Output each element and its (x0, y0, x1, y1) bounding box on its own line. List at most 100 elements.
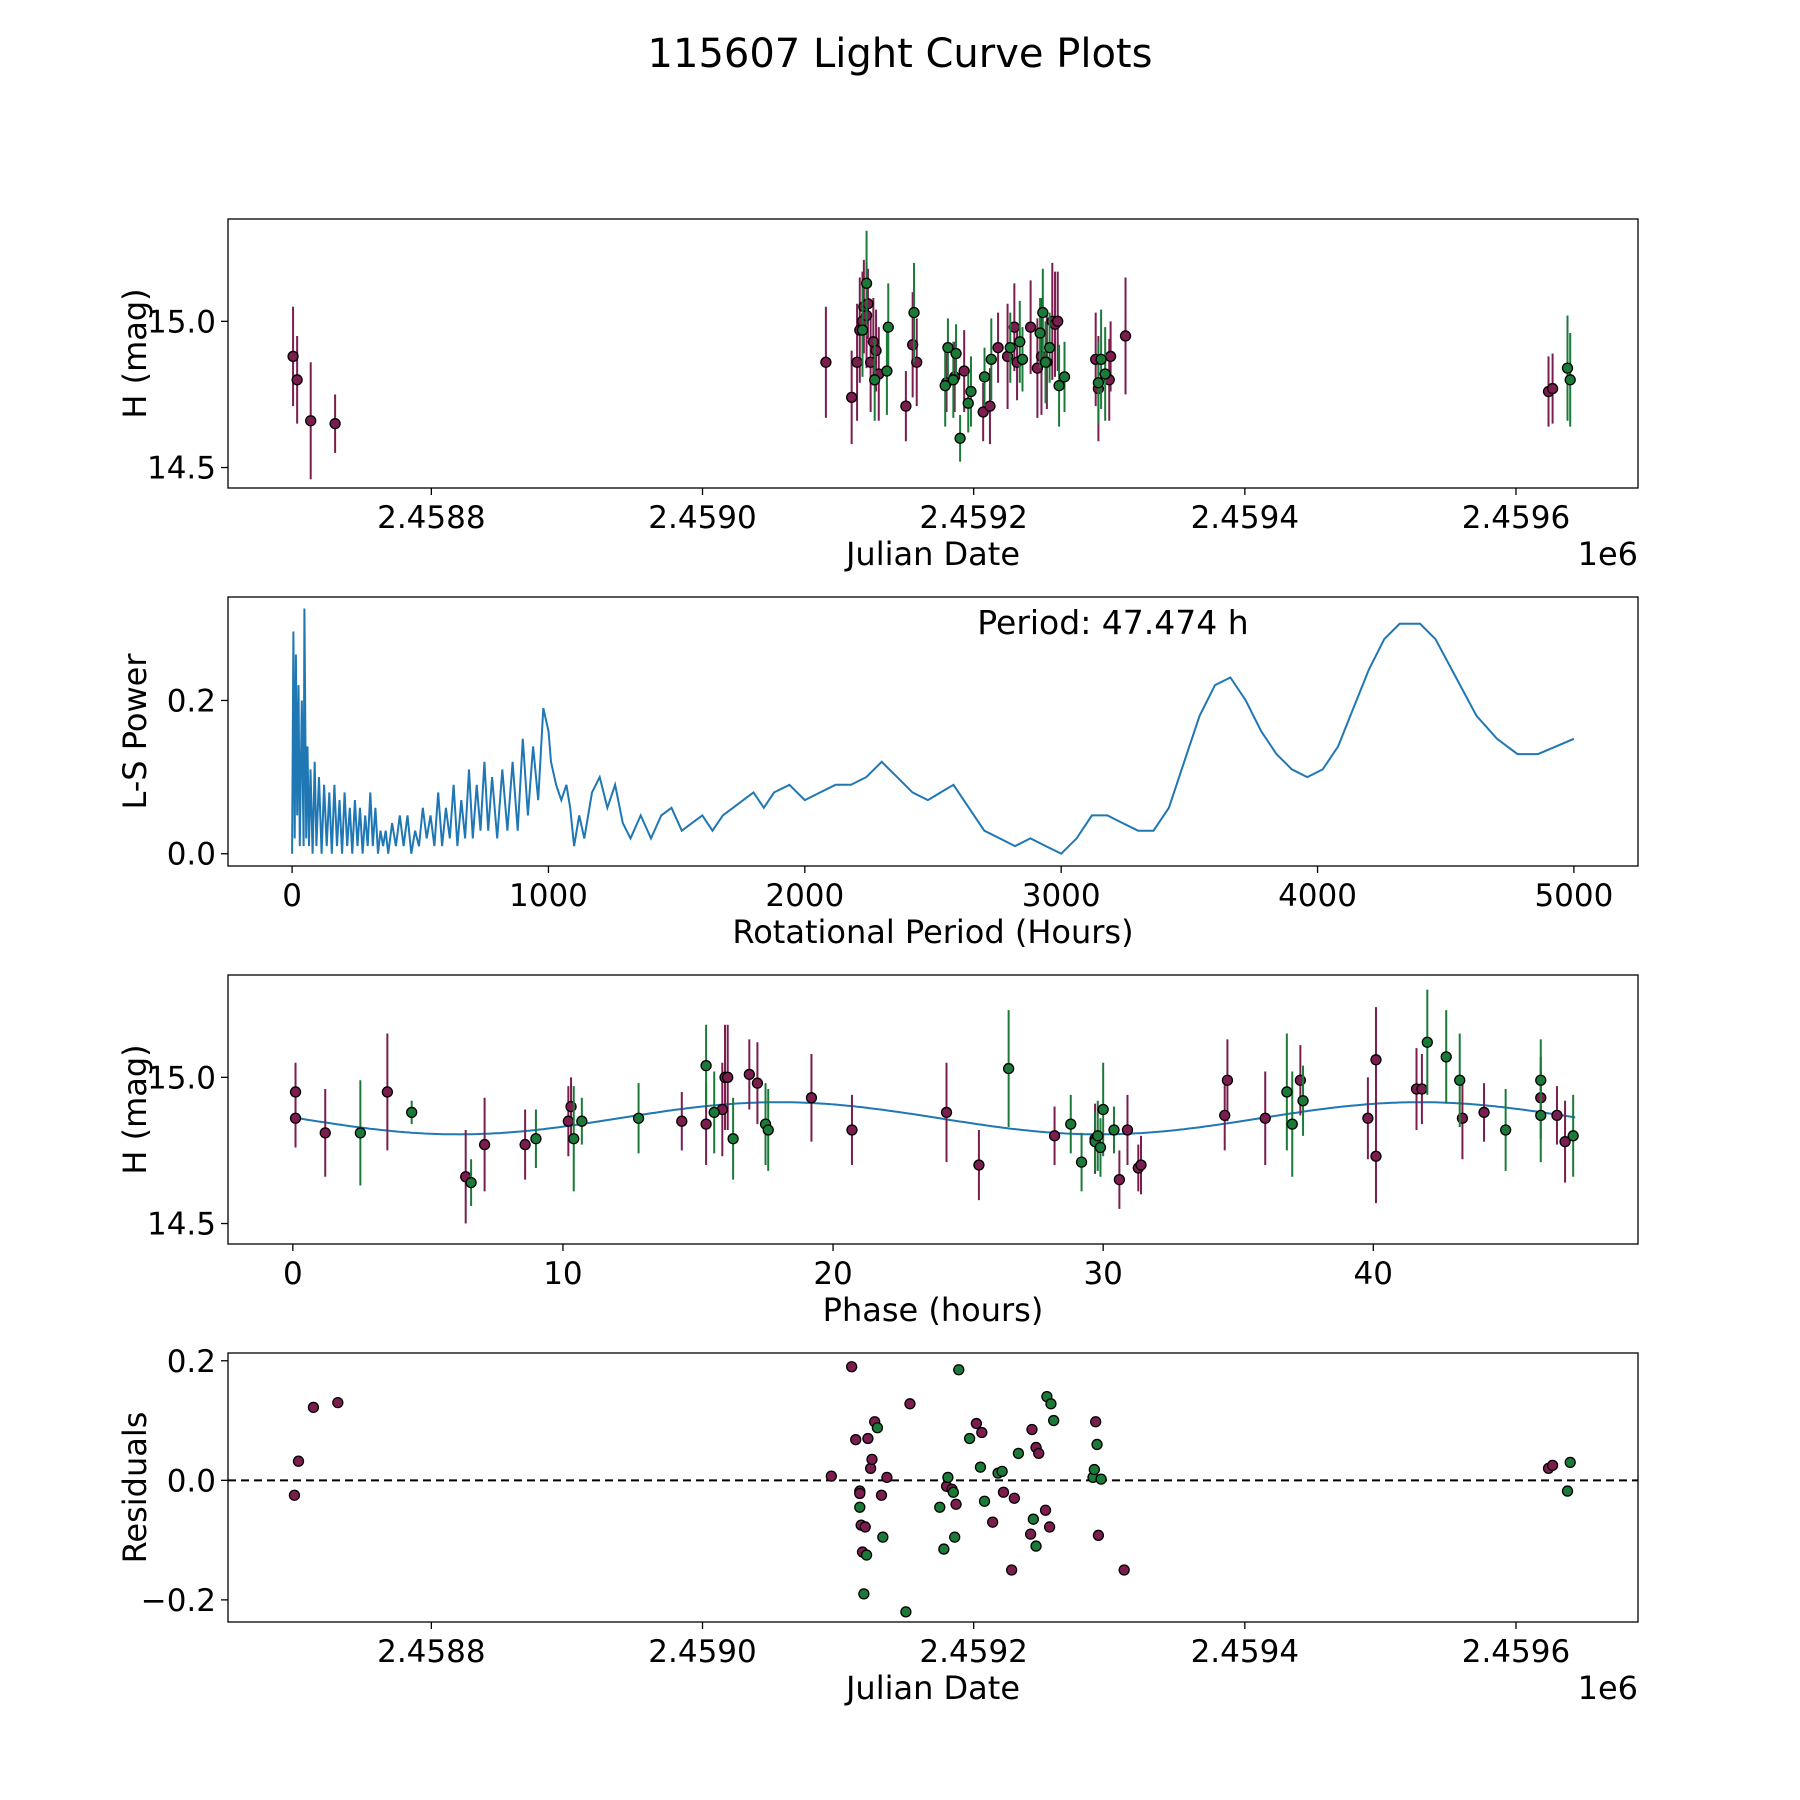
data-point-purple (846, 1361, 858, 1373)
data-point-green (1014, 336, 1026, 348)
data-point-green (1564, 374, 1576, 386)
data-point-green (1065, 1118, 1077, 1130)
period-annotation: Period: 47.474 h (977, 603, 1248, 642)
data-point-purple (319, 1127, 331, 1139)
x-tick-label: 2.4596 (1462, 500, 1570, 536)
data-point-purple (958, 365, 970, 377)
data-point-green (871, 1422, 884, 1434)
y-axis-label: H (mag) (116, 288, 154, 418)
data-point-purple (805, 1092, 818, 1104)
data-point-green (996, 1465, 1008, 1478)
data-point-green (1095, 353, 1107, 365)
data-point-purple (289, 1086, 302, 1098)
data-point-green (1092, 1130, 1104, 1142)
data-point-green (465, 1176, 477, 1189)
x-axis-label: Phase (hours) (823, 1291, 1044, 1329)
data-point-purple (875, 1489, 888, 1501)
data-point-purple (904, 1398, 916, 1410)
data-point-purple (976, 1426, 988, 1439)
data-point-purple (862, 1432, 874, 1445)
data-point-green (965, 385, 977, 398)
y-tick-label: 15.0 (147, 1060, 216, 1096)
data-point-green (700, 1059, 712, 1072)
data-point-green (1564, 1456, 1576, 1469)
x-tick-label: 30 (1083, 1256, 1122, 1292)
data-point-purple (289, 1112, 302, 1124)
model-fit-curve (292, 1101, 1576, 1136)
y-axis-label: H (mag) (116, 1044, 154, 1174)
data-point-purple (973, 1159, 985, 1171)
y-axis-label: L-S Power (116, 653, 154, 810)
data-point-green (1091, 1438, 1103, 1451)
y-tick-label: 0.0 (167, 837, 216, 873)
data-point-green (1454, 1074, 1466, 1086)
data-point-purple (307, 1401, 320, 1414)
x-axis-label: Julian Date (844, 535, 1020, 573)
data-point-purple (751, 1077, 764, 1089)
data-point-green (1037, 306, 1049, 319)
data-point-purple (700, 1118, 712, 1130)
data-point-green (576, 1115, 588, 1127)
data-point-purple (820, 356, 832, 368)
data-point-purple (1008, 1492, 1020, 1504)
data-point-green (974, 1461, 987, 1473)
plot-area (287, 230, 1576, 480)
data-point-purple (1546, 1459, 1559, 1472)
data-point-green (1048, 1414, 1060, 1427)
data-point-green (1030, 1540, 1042, 1552)
data-point-green (1286, 1118, 1298, 1130)
axes-frame (227, 1352, 1639, 1623)
data-point-green (963, 1432, 976, 1445)
data-point-green (727, 1133, 739, 1145)
data-point-green (908, 306, 920, 319)
data-point-purple (478, 1138, 491, 1151)
x-tick-label: 2.4592 (919, 1634, 1027, 1670)
data-point-green (762, 1124, 774, 1136)
data-point-green (1034, 327, 1046, 339)
panel-residuals: 2.4588 2.4590 2.4592 2.4594 2.4596 −0.2 0.0 0.2… (116, 1344, 1639, 1707)
x-axis-label: Rotational Period (Hours) (732, 913, 1133, 951)
data-point-green (1002, 1062, 1015, 1075)
data-point-green (869, 374, 881, 386)
data-point-green (950, 347, 962, 360)
data-point-purple (1551, 1109, 1563, 1121)
data-point-purple (1092, 1529, 1105, 1541)
data-point-green (1281, 1086, 1293, 1098)
data-point-purple (1024, 321, 1037, 333)
data-point-green (934, 1501, 946, 1513)
data-point-purple (329, 418, 341, 430)
x-tick-label: 3000 (1022, 878, 1101, 914)
data-point-purple (1478, 1106, 1490, 1119)
data-point-green (1535, 1109, 1547, 1121)
y-tick-label: 14.5 (147, 451, 216, 487)
data-point-purple (950, 1498, 962, 1510)
data-point-green (1016, 353, 1029, 365)
data-point-green (954, 432, 966, 444)
plot-area (291, 608, 1575, 855)
data-point-purple (562, 1115, 574, 1127)
data-point-green (856, 324, 869, 336)
plot-area (228, 1361, 1638, 1618)
data-point-purple (870, 344, 882, 357)
y-tick-label: 14.5 (147, 1207, 216, 1243)
data-point-green (1012, 1447, 1025, 1460)
data-point-green (860, 277, 873, 289)
data-point-purple (1026, 1423, 1038, 1436)
data-point-green (632, 1112, 645, 1124)
data-point-green (1088, 1463, 1100, 1476)
y-tick-label: 0.2 (167, 683, 216, 719)
data-point-purple (1370, 1054, 1382, 1066)
axes-frame (227, 596, 1639, 867)
x-tick-label: 2.4594 (1191, 1634, 1299, 1670)
x-tick-label: 0 (283, 1256, 303, 1292)
data-point-green (942, 342, 954, 354)
data-point-green (858, 1588, 870, 1600)
data-point-purple (825, 1470, 837, 1482)
data-point-green (1440, 1051, 1452, 1063)
data-point-purple (850, 1434, 862, 1446)
x-tick-label: 20 (813, 1256, 852, 1292)
data-point-green (1561, 362, 1574, 374)
x-tick-label: 4000 (1278, 878, 1357, 914)
data-point-purple (1048, 1130, 1061, 1142)
x-tick-label: 2.4590 (648, 500, 756, 536)
